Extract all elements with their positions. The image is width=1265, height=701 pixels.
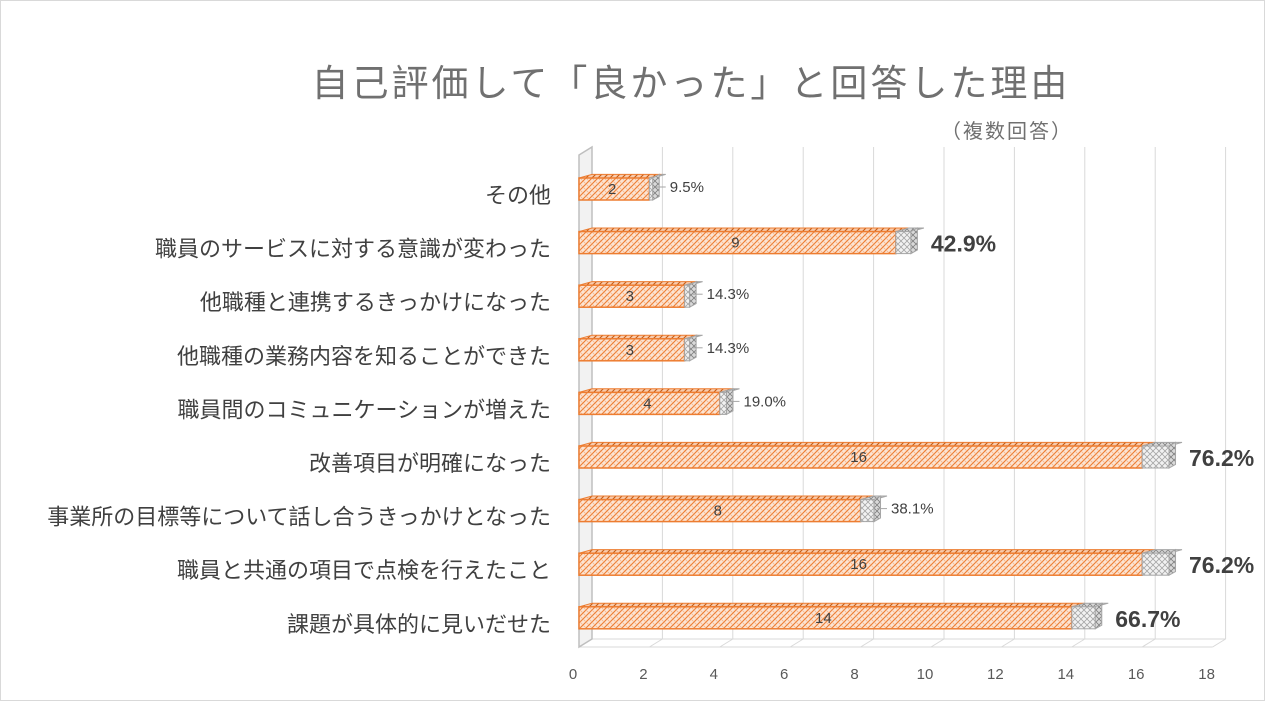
percent-segment <box>648 177 654 201</box>
gridline-floor <box>860 638 874 648</box>
x-tick-label: 18 <box>1198 666 1215 683</box>
category-label: 他職種の業務内容を知ることができた <box>177 345 551 370</box>
gridline-floor <box>930 638 945 648</box>
bar-group <box>578 173 666 201</box>
bar-group <box>578 387 740 416</box>
gridline-floor <box>1141 638 1156 648</box>
percent-segment <box>719 391 727 415</box>
count-label: 8 <box>714 503 722 520</box>
percent-label: 19.0% <box>743 393 786 410</box>
gridline-floor <box>719 638 734 648</box>
bar-group <box>578 227 925 255</box>
x-tick-label: 8 <box>850 666 858 683</box>
percent-segment-side <box>1168 548 1177 577</box>
count-label: 14 <box>815 610 832 627</box>
percent-label: 14.3% <box>707 286 750 303</box>
x-tick-label: 6 <box>780 666 788 683</box>
gridline-floor <box>789 638 804 648</box>
percent-segment <box>684 284 691 308</box>
category-label: 職員と共通の項目で点検を行えたこと <box>177 559 551 584</box>
percent-segment <box>1141 445 1170 469</box>
x-tick-label: 12 <box>987 666 1004 683</box>
percent-segment <box>1071 606 1096 630</box>
percent-segment <box>895 231 912 255</box>
bar-group <box>578 495 888 523</box>
percent-label: 9.5% <box>670 179 704 196</box>
count-label: 4 <box>643 395 651 412</box>
count-label: 16 <box>850 556 867 573</box>
percent-segment-side <box>1094 602 1103 630</box>
percent-segment-side <box>1168 441 1177 469</box>
gridline-floor <box>649 638 663 648</box>
percent-segment <box>684 338 691 362</box>
x-tick-label: 4 <box>710 666 718 683</box>
count-label: 9 <box>731 235 739 252</box>
x-tick-label: 2 <box>639 666 647 683</box>
category-label: 職員間のコミュニケーションが増えた <box>177 398 551 423</box>
percent-label: 42.9% <box>931 231 996 257</box>
bar-group <box>578 280 703 309</box>
x-tick-label: 0 <box>569 666 577 683</box>
bar-group <box>578 441 1183 469</box>
category-label: 他職種と連携するきっかけになった <box>200 291 551 316</box>
labels: 0 2 4 6 8 10 12 14 16 18 その他 2 9.5% 職員のサービスに対する意識が変わっ… <box>47 179 1254 683</box>
category-label: 課題が具体的に見いだせた <box>287 613 551 638</box>
bar-group <box>578 548 1183 577</box>
percent-label: 14.3% <box>707 340 750 357</box>
bar-group <box>578 602 1109 630</box>
count-label: 3 <box>626 342 634 359</box>
category-label: 職員のサービスに対する意識が変わった <box>155 238 551 263</box>
chart-title: 自己評価して「良かった」と回答した理由 <box>311 62 1071 105</box>
gridline-floor <box>1001 638 1015 648</box>
x-tick-label: 10 <box>917 666 934 683</box>
count-label: 2 <box>608 181 616 198</box>
category-label: その他 <box>485 184 551 209</box>
percent-segment <box>1141 552 1170 576</box>
gridline-floor <box>1212 638 1226 648</box>
percent-label: 38.1% <box>891 501 934 518</box>
gridline-floor <box>1071 638 1086 648</box>
bar-group <box>578 334 703 362</box>
chart-subtitle: （複数回答） <box>941 119 1073 143</box>
percent-label: 66.7% <box>1115 606 1180 632</box>
count-label: 16 <box>850 449 867 466</box>
percent-segment-side <box>910 227 918 255</box>
percent-segment <box>860 499 875 523</box>
percent-label: 76.2% <box>1189 552 1254 578</box>
category-label: 事業所の目標等について話し合うきっかけとなった <box>47 506 551 531</box>
category-label: 改善項目が明確になった <box>309 452 551 477</box>
x-tick-label: 16 <box>1128 666 1145 683</box>
bars <box>578 173 1183 630</box>
percent-label: 76.2% <box>1189 445 1254 471</box>
x-tick-label: 14 <box>1057 666 1074 683</box>
count-label: 3 <box>626 288 634 305</box>
